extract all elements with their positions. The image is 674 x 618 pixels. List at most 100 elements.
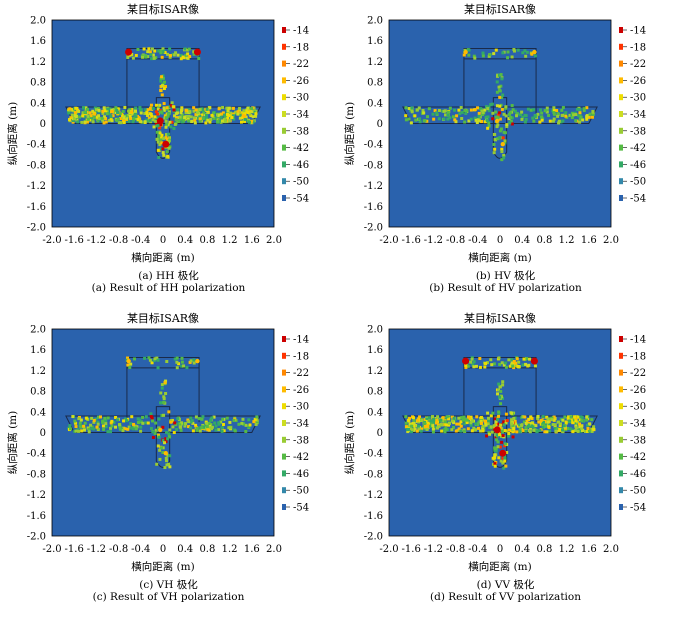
scatter-point [486, 107, 490, 111]
scatter-point [248, 423, 252, 427]
scatter-point [454, 429, 458, 433]
scatter-point [496, 422, 500, 426]
scatter-point [530, 417, 534, 421]
scatter-point [194, 423, 198, 427]
scatter-point [194, 116, 198, 120]
scatter-point [108, 107, 112, 111]
scatter-point [184, 53, 188, 57]
scatter-point [79, 418, 83, 422]
x-tick-label: 1.6 [244, 544, 260, 555]
scatter-point [154, 421, 158, 425]
caption-cn: (d) VV 极化 [476, 579, 535, 591]
scatter-point [502, 156, 506, 160]
x-tick-label: -0.8 [109, 235, 128, 246]
scatter-point [457, 108, 461, 112]
y-tick-label: 0 [377, 119, 383, 130]
scatter-point [86, 117, 90, 121]
y-tick-label: -0.4 [364, 449, 383, 460]
scatter-point [180, 360, 184, 364]
scatter-point [162, 397, 166, 401]
scatter-point [543, 430, 547, 434]
hotspot [162, 140, 170, 148]
scatter-point [191, 421, 195, 425]
scatter-point [173, 114, 177, 118]
scatter-point [423, 418, 427, 422]
scatter-point [511, 364, 515, 368]
scatter-point [553, 425, 557, 429]
scatter-point [447, 423, 451, 427]
scatter-point [76, 428, 80, 432]
scatter-point [560, 108, 564, 112]
scatter-point [194, 108, 198, 112]
scatter-point [568, 419, 572, 423]
aircraft-scatter [402, 355, 598, 470]
scatter-point [74, 114, 78, 118]
scatter-point [97, 117, 101, 121]
scatter-point [493, 455, 497, 459]
y-tick-label: -0.8 [364, 469, 383, 480]
scatter-point [547, 425, 551, 429]
scatter-point [152, 358, 156, 362]
hotspot [499, 449, 507, 457]
scatter-point [153, 357, 157, 361]
scatter-point [209, 117, 213, 121]
scatter-point [502, 153, 506, 157]
scatter-point [161, 446, 165, 450]
scatter-point [91, 109, 95, 113]
scatter-point [500, 158, 504, 162]
colorbar-tick-label: -42 [293, 452, 309, 463]
scatter-point [435, 418, 439, 422]
scatter-point [146, 108, 150, 112]
scatter-point [107, 112, 111, 116]
scatter-point [583, 430, 587, 434]
scatter-point [200, 417, 204, 421]
scatter-point [425, 417, 429, 421]
scatter-point [242, 422, 246, 426]
scatter-point [485, 119, 489, 123]
scatter-point [501, 380, 505, 384]
scatter-point [466, 427, 470, 431]
scatter-point [238, 108, 242, 112]
scatter-point [510, 361, 514, 365]
colorbar-tick-label: -42 [630, 452, 646, 463]
scatter-point [180, 107, 184, 111]
scatter-point [521, 363, 525, 367]
scatter-point [197, 57, 201, 61]
scatter-point [206, 428, 210, 432]
colorbar-swatch [619, 504, 623, 510]
caption-cn: (a) HH 极化 [138, 270, 199, 282]
scatter-point [225, 106, 229, 110]
hotspot [495, 118, 500, 124]
scatter-point [196, 111, 200, 115]
scatter-point [502, 466, 506, 470]
scatter-point [500, 107, 504, 111]
scatter-point [159, 110, 163, 114]
colorbar-tick-label: -34 [293, 110, 309, 121]
scatter-point [69, 427, 73, 431]
x-tick-label: 0.8 [536, 544, 552, 555]
scatter-point [496, 137, 500, 141]
scatter-point [407, 107, 411, 111]
scatter-point [182, 118, 186, 122]
scatter-point [67, 111, 71, 115]
scatter-point [504, 412, 508, 416]
scatter-point [200, 426, 204, 430]
scatter-point [186, 418, 190, 422]
scatter-point [161, 451, 165, 455]
colorbar-swatch [619, 111, 623, 117]
scatter-point [128, 114, 132, 118]
scatter-point [487, 431, 491, 435]
scatter-point [205, 424, 209, 428]
scatter-point [93, 106, 97, 110]
scatter-point [501, 51, 505, 55]
scatter-point [512, 359, 516, 363]
isar-image-chart: 某目标ISAR像2.01.61.20.80.40-0.4-0.8-1.2-1.6… [343, 311, 646, 573]
scatter-point [221, 422, 225, 426]
panel-a: 某目标ISAR像 2.0 1.6 1.2 0.8 0.4 0 -0.4 -0.8 -1.2 -1.6… [0, 0, 337, 309]
scatter-point [169, 420, 173, 424]
scatter-point [440, 423, 444, 427]
scatter-point [128, 112, 132, 116]
scatter-point [159, 76, 163, 80]
scatter-point [201, 415, 205, 419]
x-tick-label: 0.4 [177, 235, 193, 246]
